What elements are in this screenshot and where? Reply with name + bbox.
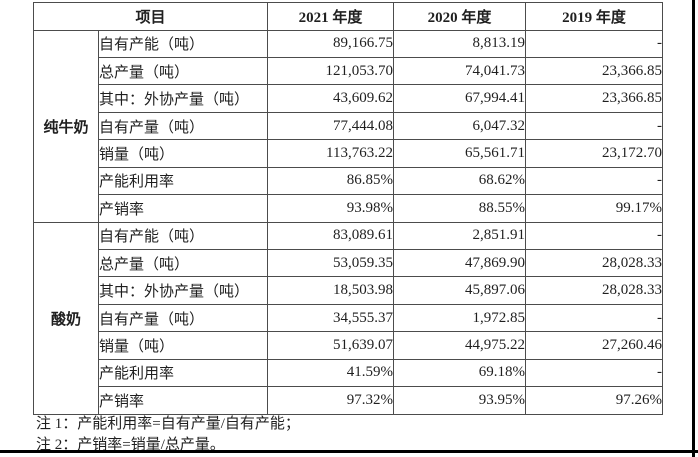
value-cell: 86.85% bbox=[267, 166, 394, 196]
value-cell: 67,994.41 bbox=[393, 84, 526, 113]
value-cell: 45,897.06 bbox=[393, 276, 526, 305]
value-cell: - bbox=[525, 303, 663, 333]
table-row: 自有产量（吨） 34,555.37 1,972.85 - bbox=[34, 303, 663, 333]
page-border-right bbox=[692, 0, 695, 457]
value-cell: 6,047.32 bbox=[393, 111, 526, 141]
value-cell: 69.18% bbox=[393, 358, 526, 388]
row-label-cell: 其中：外协产量（吨） bbox=[98, 276, 268, 305]
value-cell: 23,366.85 bbox=[525, 84, 663, 113]
table-row: 其中：外协产量（吨） 18,503.98 45,897.06 28,028.33 bbox=[34, 276, 663, 305]
value-cell: 43,609.62 bbox=[267, 84, 394, 113]
column-header-2021: 2021 年度 bbox=[267, 2, 394, 31]
value-cell: 18,503.98 bbox=[267, 276, 394, 305]
value-cell: 53,059.35 bbox=[267, 248, 394, 278]
value-cell: 23,172.70 bbox=[525, 139, 663, 168]
value-cell: - bbox=[525, 166, 663, 196]
value-cell: 23,366.85 bbox=[525, 56, 663, 86]
row-label-cell: 销量（吨） bbox=[98, 331, 268, 360]
row-label-cell: 产销率 bbox=[98, 194, 268, 223]
value-cell: 1,972.85 bbox=[393, 303, 526, 333]
value-cell: 47,869.90 bbox=[393, 248, 526, 278]
row-label-cell: 自有产能（吨） bbox=[98, 29, 268, 58]
table-row: 纯牛奶 自有产能（吨） 89,166.75 8,813.19 - bbox=[33, 29, 663, 223]
value-cell: 51,639.07 bbox=[267, 331, 394, 360]
value-cell: 2,851.91 bbox=[393, 221, 526, 251]
value-cell: 113,763.22 bbox=[267, 139, 394, 168]
value-cell: 121,053.70 bbox=[267, 56, 394, 86]
row-label-cell: 产能利用率 bbox=[98, 166, 268, 196]
row-label-cell: 产销率 bbox=[98, 386, 268, 415]
group-label-yogurt: 酸奶 bbox=[33, 221, 99, 415]
value-cell: 93.95% bbox=[393, 386, 526, 415]
value-cell: 93.98% bbox=[267, 194, 394, 223]
row-label-cell: 其中：外协产量（吨） bbox=[98, 84, 268, 113]
value-cell: 74,041.73 bbox=[393, 56, 526, 86]
table-row: 销量（吨） 51,639.07 44,975.22 27,260.46 bbox=[34, 331, 663, 360]
row-label-cell: 自有产量（吨） bbox=[98, 111, 268, 141]
page-border-bottom bbox=[0, 450, 698, 453]
value-cell: 97.32% bbox=[267, 386, 394, 415]
value-cell: 83,089.61 bbox=[267, 221, 394, 251]
row-label-cell: 销量（吨） bbox=[98, 139, 268, 168]
value-cell: 99.17% bbox=[525, 194, 663, 223]
table-row: 产销率 97.32% 93.95% 97.26% bbox=[34, 386, 663, 415]
production-sales-table: 项目 2021 年度 2020 年度 2019 年度 纯牛奶 自有产能（吨） 8… bbox=[33, 2, 663, 415]
row-label-cell: 总产量（吨） bbox=[98, 56, 268, 86]
row-label-cell: 自有产量（吨） bbox=[98, 303, 268, 333]
value-cell: 8,813.19 bbox=[393, 29, 526, 58]
value-cell: 89,166.75 bbox=[267, 29, 394, 58]
footnotes: 注 1：产能利用率=自有产量/自有产能； 注 2：产销率=销量/总产量。 bbox=[36, 414, 300, 455]
row-label-cell: 自有产能（吨） bbox=[98, 221, 268, 251]
value-cell: - bbox=[525, 111, 663, 141]
table-row: 酸奶 自有产能（吨） 83,089.61 2,851.91 - bbox=[33, 221, 663, 415]
table-row: 销量（吨） 113,763.22 65,561.71 23,172.70 bbox=[34, 139, 663, 168]
table-row: 总产量（吨） 53,059.35 47,869.90 28,028.33 bbox=[34, 248, 663, 278]
value-cell: 44,975.22 bbox=[393, 331, 526, 360]
table-row: 总产量（吨） 121,053.70 74,041.73 23,366.85 bbox=[34, 56, 663, 86]
value-cell: - bbox=[525, 221, 663, 251]
column-header-2019: 2019 年度 bbox=[525, 2, 663, 31]
value-cell: - bbox=[525, 358, 663, 388]
table-row: 产能利用率 86.85% 68.62% - bbox=[34, 166, 663, 196]
column-header-item: 项目 bbox=[33, 2, 268, 31]
row-label-cell: 产能利用率 bbox=[98, 358, 268, 388]
value-cell: 41.59% bbox=[267, 358, 394, 388]
group-label-pure-milk: 纯牛奶 bbox=[33, 29, 99, 223]
value-cell: 28,028.33 bbox=[525, 248, 663, 278]
footnote-2: 注 2：产销率=销量/总产量。 bbox=[36, 436, 225, 453]
value-cell: 88.55% bbox=[393, 194, 526, 223]
table-row: 自有产量（吨） 77,444.08 6,047.32 - bbox=[34, 111, 663, 141]
table-row: 产销率 93.98% 88.55% 99.17% bbox=[34, 194, 663, 223]
value-cell: 77,444.08 bbox=[267, 111, 394, 141]
table-header-row: 项目 2021 年度 2020 年度 2019 年度 bbox=[33, 2, 663, 31]
footnote-1: 注 1：产能利用率=自有产量/自有产能； bbox=[36, 416, 300, 432]
table-row: 产能利用率 41.59% 69.18% - bbox=[34, 358, 663, 388]
table-row: 其中：外协产量（吨） 43,609.62 67,994.41 23,366.85 bbox=[34, 84, 663, 113]
column-header-2020: 2020 年度 bbox=[393, 2, 526, 31]
value-cell: 34,555.37 bbox=[267, 303, 394, 333]
value-cell: 27,260.46 bbox=[525, 331, 663, 360]
row-label-cell: 总产量（吨） bbox=[98, 248, 268, 278]
value-cell: 68.62% bbox=[393, 166, 526, 196]
value-cell: - bbox=[525, 29, 663, 58]
value-cell: 97.26% bbox=[525, 386, 663, 415]
value-cell: 65,561.71 bbox=[393, 139, 526, 168]
value-cell: 28,028.33 bbox=[525, 276, 663, 305]
